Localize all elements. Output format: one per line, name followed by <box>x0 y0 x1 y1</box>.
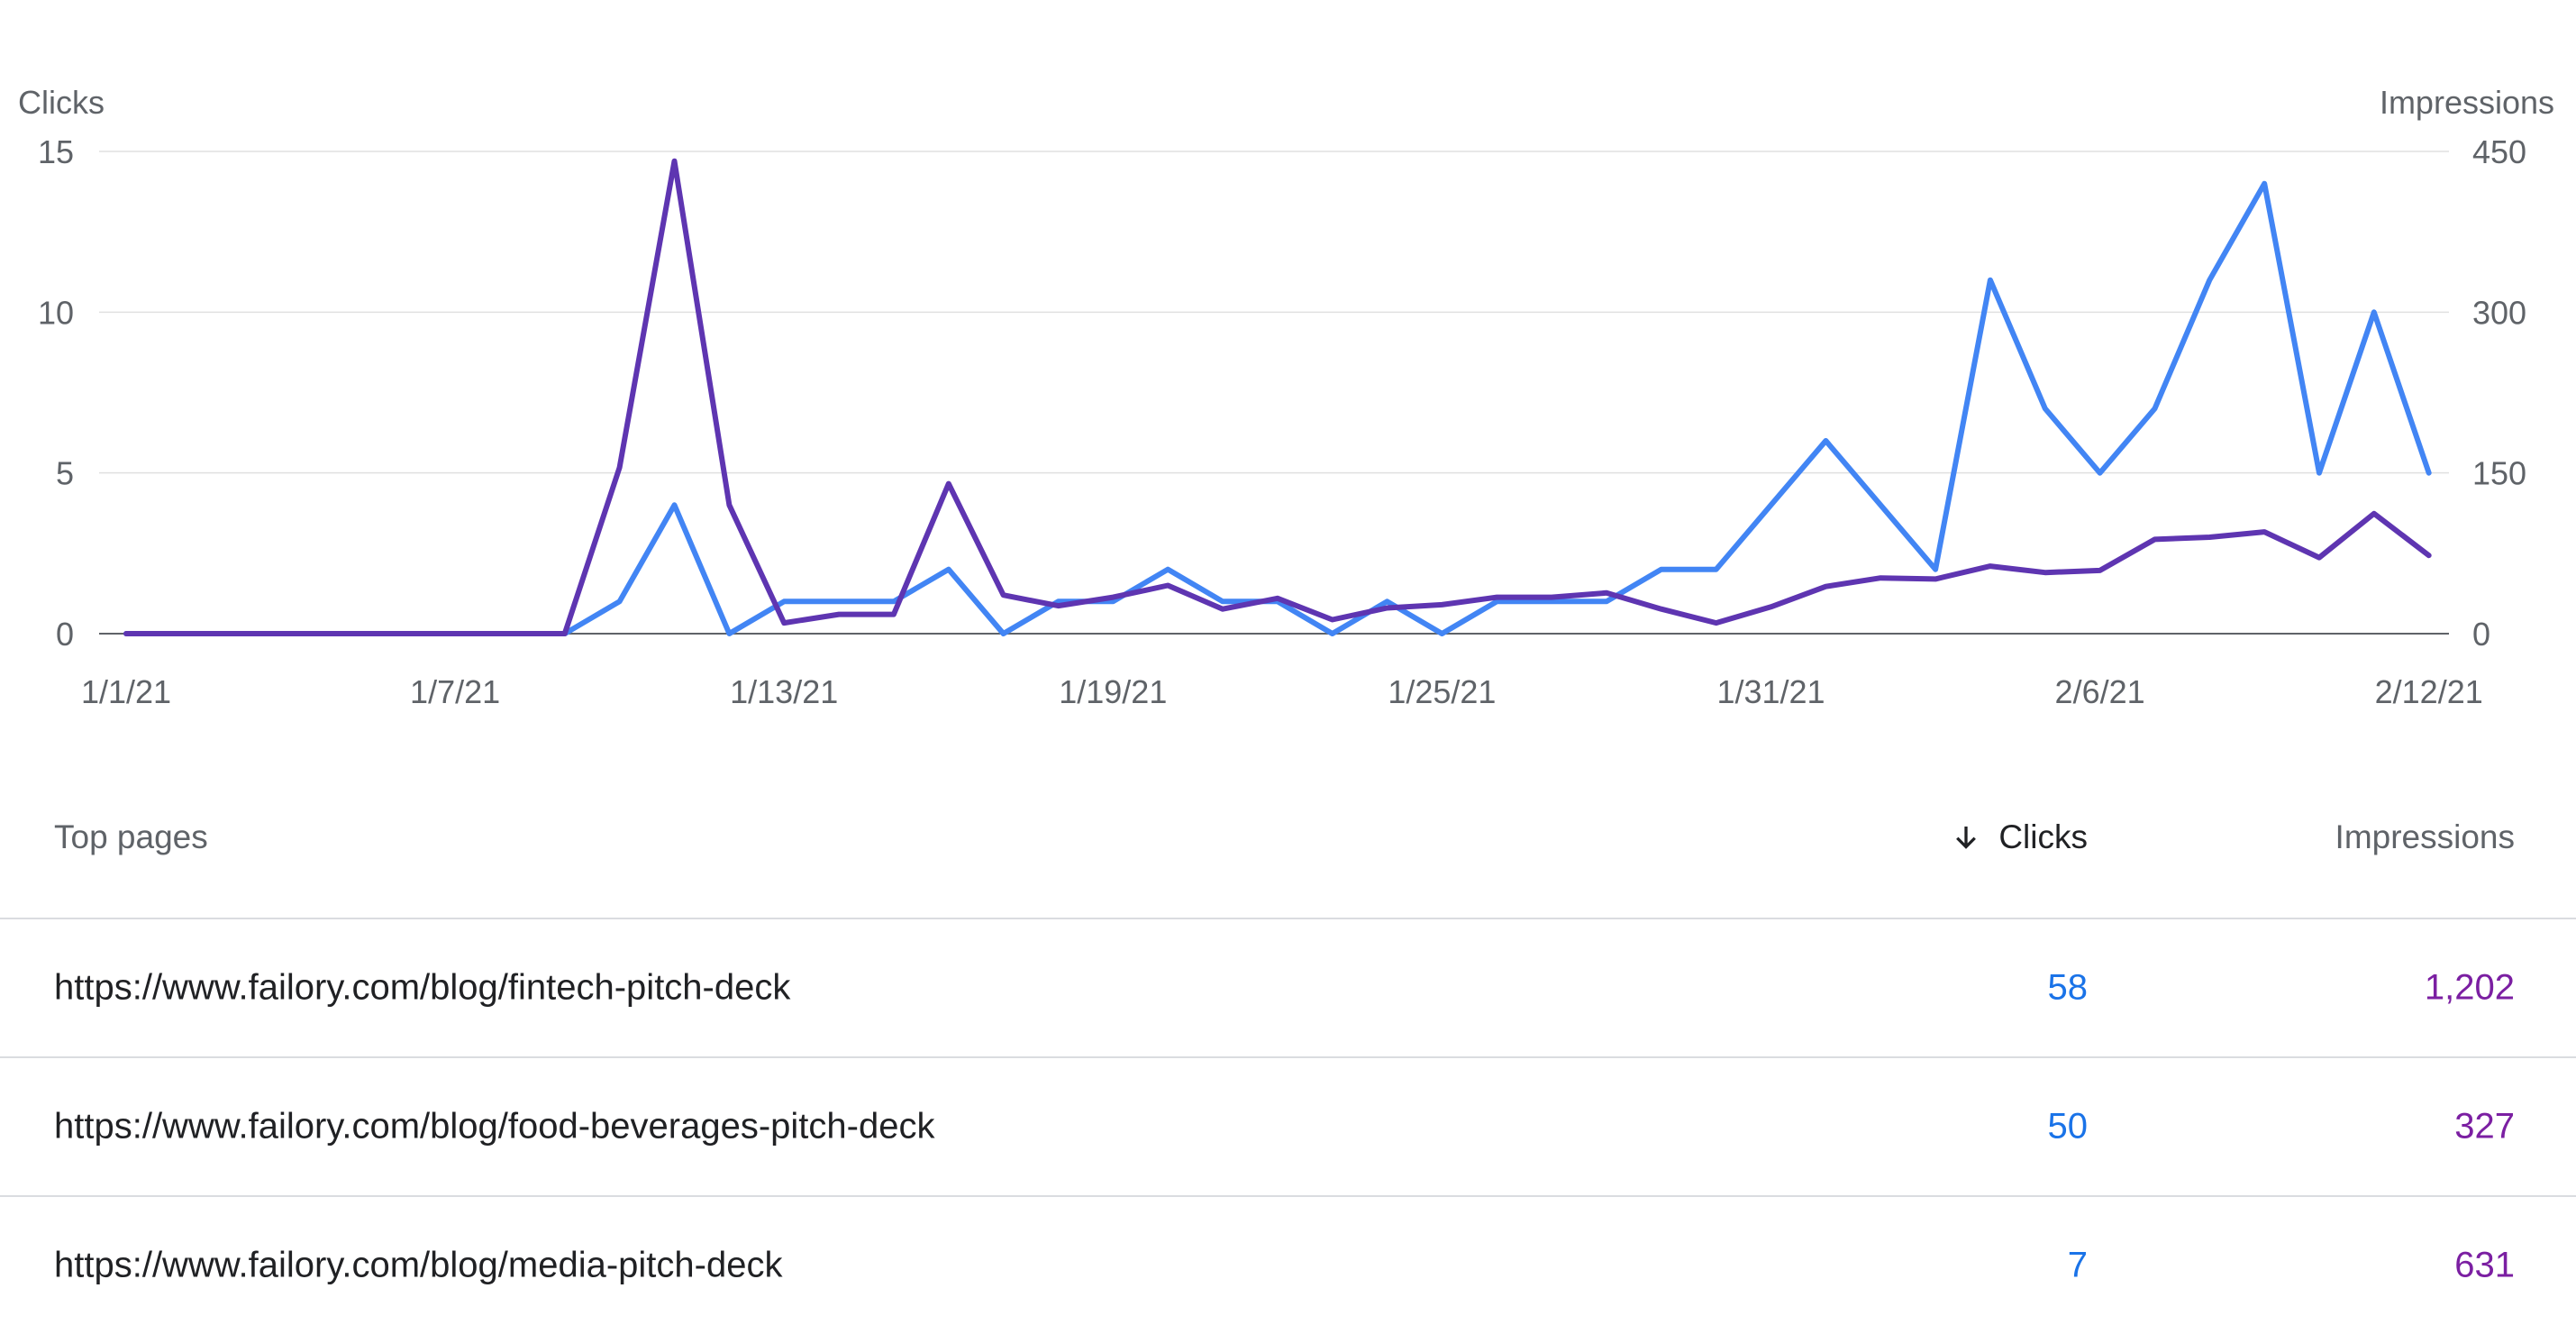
x-tick-label: 1/25/21 <box>1388 673 1496 710</box>
x-tick-label: 1/7/21 <box>410 673 500 710</box>
left-axis-title: Clicks <box>18 84 105 121</box>
impressions-value: 1,202 <box>2424 967 2515 1008</box>
right-axis-title: Impressions <box>2380 84 2554 121</box>
x-tick-label: 1/19/21 <box>1059 673 1167 710</box>
column-header-top-pages[interactable]: Top pages <box>54 818 208 855</box>
right-tick-label: 450 <box>2472 133 2526 170</box>
left-tick-label: 0 <box>56 616 74 653</box>
top-pages-table: Top pages Clicks Impressions https://www… <box>0 775 2576 1334</box>
clicks-value: 50 <box>2047 1106 2089 1147</box>
clicks-line <box>123 180 2432 636</box>
column-header-clicks[interactable]: Clicks <box>1950 818 2088 856</box>
table-row[interactable]: https://www.failory.com/blog/fintech-pit… <box>0 919 2576 1058</box>
impressions-line <box>123 158 2432 636</box>
x-axis-ticks: 1/1/21 1/7/21 1/13/21 1/19/21 1/25/21 1/31/21… <box>81 673 2483 710</box>
table-row[interactable]: https://www.failory.com/blog/food-bevera… <box>0 1058 2576 1197</box>
page-url[interactable]: https://www.failory.com/blog/food-bevera… <box>54 1106 935 1147</box>
table-row[interactable]: https://www.failory.com/blog/media-pitch… <box>0 1197 2576 1334</box>
x-tick-label: 2/6/21 <box>2055 673 2145 710</box>
impressions-value: 327 <box>2454 1106 2515 1147</box>
chart-series <box>123 158 2432 636</box>
x-tick-label: 2/12/21 <box>2375 673 2483 710</box>
page-url[interactable]: https://www.failory.com/blog/fintech-pit… <box>54 967 791 1008</box>
x-tick-label: 1/13/21 <box>730 673 838 710</box>
table-header: Top pages Clicks Impressions <box>0 775 2576 919</box>
chart-gridlines <box>99 151 2449 635</box>
left-tick-label: 10 <box>38 294 74 331</box>
x-tick-label: 1/1/21 <box>81 673 171 710</box>
right-tick-label: 0 <box>2472 616 2490 653</box>
arrow-down-icon <box>1956 827 1977 849</box>
left-tick-label: 15 <box>38 133 74 170</box>
page-url[interactable]: https://www.failory.com/blog/media-pitch… <box>54 1245 783 1285</box>
right-tick-label: 150 <box>2472 455 2526 492</box>
impressions-value: 631 <box>2454 1245 2515 1285</box>
column-header-clicks-label: Clicks <box>1998 818 2088 855</box>
x-tick-label: 1/31/21 <box>1716 673 1825 710</box>
clicks-value: 7 <box>2067 1245 2088 1285</box>
column-header-impressions[interactable]: Impressions <box>2335 818 2515 855</box>
left-axis-ticks: 0 5 10 15 <box>38 133 74 653</box>
left-tick-label: 5 <box>56 455 74 492</box>
right-axis-ticks: 0 150 300 450 <box>2472 133 2526 653</box>
performance-chart: Clicks Impressions 0 5 10 15 0 150 300 450 1/1… <box>18 84 2554 710</box>
clicks-value: 58 <box>2047 967 2089 1008</box>
right-tick-label: 300 <box>2472 294 2526 331</box>
